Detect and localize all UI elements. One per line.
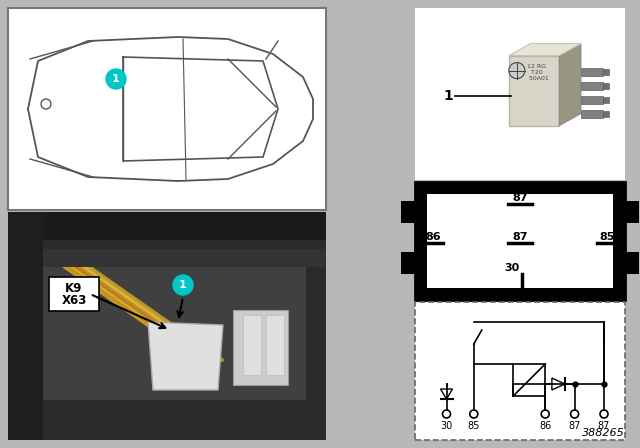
Text: 87: 87 xyxy=(512,193,528,203)
Text: 87: 87 xyxy=(598,421,610,431)
FancyBboxPatch shape xyxy=(49,277,99,311)
Text: 86: 86 xyxy=(539,421,551,431)
Text: 388265: 388265 xyxy=(582,428,625,438)
Text: 30: 30 xyxy=(440,421,452,431)
Polygon shape xyxy=(148,322,223,390)
Bar xyxy=(8,212,326,440)
Bar xyxy=(401,201,415,223)
Bar xyxy=(625,252,639,274)
Polygon shape xyxy=(509,43,581,56)
Text: 30: 30 xyxy=(504,263,520,273)
Text: 85: 85 xyxy=(468,421,480,431)
Bar xyxy=(43,249,326,267)
Bar xyxy=(415,302,625,440)
Text: 1: 1 xyxy=(444,89,453,103)
Bar xyxy=(581,68,603,76)
Text: 87: 87 xyxy=(568,421,580,431)
Text: 12 RG
  T20
 50A01: 12 RG T20 50A01 xyxy=(527,64,548,81)
Bar xyxy=(625,201,639,223)
Polygon shape xyxy=(559,43,581,125)
Bar xyxy=(427,194,613,288)
Text: K9: K9 xyxy=(65,281,83,294)
Text: X63: X63 xyxy=(61,293,86,306)
Bar xyxy=(8,212,43,440)
Bar xyxy=(415,8,625,180)
Bar xyxy=(581,95,603,103)
Bar xyxy=(603,82,609,89)
Bar xyxy=(603,97,609,103)
Circle shape xyxy=(173,275,193,295)
Bar xyxy=(43,252,306,400)
Text: 86: 86 xyxy=(425,233,441,242)
Bar xyxy=(603,69,609,74)
Text: 85: 85 xyxy=(599,233,614,242)
Bar xyxy=(243,315,261,375)
Bar xyxy=(401,252,415,274)
Text: 87: 87 xyxy=(512,233,528,242)
Circle shape xyxy=(509,63,525,78)
Bar xyxy=(603,111,609,116)
Bar xyxy=(415,182,625,300)
Bar xyxy=(233,310,288,385)
Bar xyxy=(581,110,603,117)
Bar xyxy=(581,82,603,90)
Text: 1: 1 xyxy=(112,74,120,84)
Bar xyxy=(8,212,326,240)
Bar xyxy=(8,8,326,210)
Bar xyxy=(509,56,559,125)
Bar xyxy=(513,364,545,396)
Text: 1: 1 xyxy=(179,280,187,290)
Circle shape xyxy=(106,69,126,89)
Bar xyxy=(266,315,284,375)
